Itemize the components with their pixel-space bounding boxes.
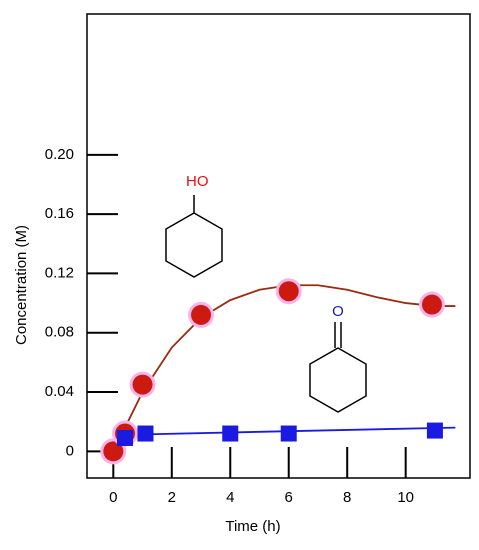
y-tick-label: 0.16 (45, 205, 74, 222)
x-tick-label: 6 (285, 489, 293, 506)
data-point (117, 429, 134, 446)
y-tick-label: 0.12 (45, 264, 74, 281)
x-axis-label: Time (h) (225, 518, 280, 535)
y-tick-label: 0.08 (45, 324, 74, 341)
hydroxyl-label: HO (186, 173, 209, 190)
y-axis-label: Concentration (M) (13, 225, 30, 345)
x-tick-label: 0 (109, 489, 117, 506)
y-tick-label: 0.04 (45, 383, 74, 400)
x-tick-label: 2 (168, 489, 176, 506)
cyclohexanone (309, 322, 367, 413)
data-point (103, 441, 124, 462)
x-tick-label: 8 (343, 489, 351, 506)
x-tick-label: 10 (397, 489, 414, 506)
data-point (137, 425, 154, 442)
y-tick-label: 0.20 (45, 146, 74, 163)
data-point (278, 281, 299, 302)
plot-frame (86, 13, 471, 479)
y-tick-label: 0 (66, 442, 74, 459)
data-point (222, 425, 239, 442)
data-point (426, 422, 443, 439)
carbonyl-label: O (332, 303, 344, 320)
data-point (132, 374, 153, 395)
x-tick-label: 4 (226, 489, 234, 506)
cyclohexanol (165, 195, 223, 278)
data-point (421, 294, 442, 315)
data-point (280, 425, 297, 442)
data-point (191, 304, 212, 325)
